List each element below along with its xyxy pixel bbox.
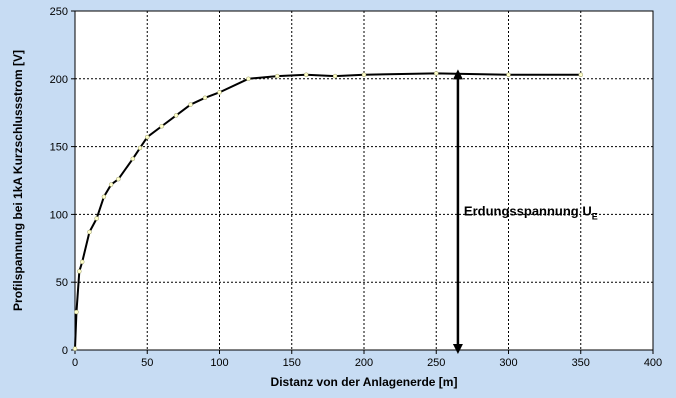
annotation-label: Erdungsspannung UE [464,204,598,222]
x-tick-label: 100 [210,357,228,369]
data-point [101,194,107,200]
data-point [188,102,193,107]
series-layer [72,71,583,351]
data-point [361,72,367,77]
grid-lines [75,11,653,350]
data-point [145,134,150,140]
y-tick-label: 50 [56,277,68,289]
data-point [94,216,99,221]
y-axis-title: Profilspannung bei 1kA Kurzschlussstrom … [11,50,25,311]
annotation-main-text: Erdungsspannung U [464,204,592,219]
data-point [79,259,85,265]
data-point [506,72,511,77]
data-point [77,269,82,274]
x-tick-label: 50 [141,357,153,369]
axes: 0 50 100 150 200 250 300 350 400 0 50 100 150 200 250 [50,6,663,369]
x-tick-label: 200 [355,357,373,369]
y-tick-label: 100 [50,209,68,221]
data-point [275,73,280,79]
data-point [217,90,222,95]
x-tick-label: 350 [572,357,590,369]
x-tick-label: 400 [644,357,662,369]
x-axis-title: Distanz von der Anlagenerde [m] [271,375,458,389]
y-tick-label: 250 [50,6,68,18]
data-point [202,95,208,101]
data-point [72,346,78,351]
annotation-subscript: E [592,212,598,222]
annotation-layer: Erdungsspannung UE [452,69,598,354]
x-tick-label: 150 [283,357,301,369]
data-point [173,113,179,118]
data-point [130,156,136,162]
data-point [87,229,92,235]
data-point [137,145,143,151]
x-tick-label: 300 [499,357,517,369]
data-point [116,176,121,182]
data-point [434,71,439,76]
x-tick-label: 250 [427,357,445,369]
data-point [332,73,338,79]
data-point [246,76,251,82]
y-tick-label: 0 [62,345,68,357]
x-tick-label: 0 [72,357,78,369]
y-tick-label: 150 [50,142,68,154]
y-tick-label: 200 [50,74,68,86]
data-point [159,124,164,129]
data-point [303,72,309,77]
data-point [578,72,583,77]
data-point [108,182,114,187]
data-point [74,309,79,315]
